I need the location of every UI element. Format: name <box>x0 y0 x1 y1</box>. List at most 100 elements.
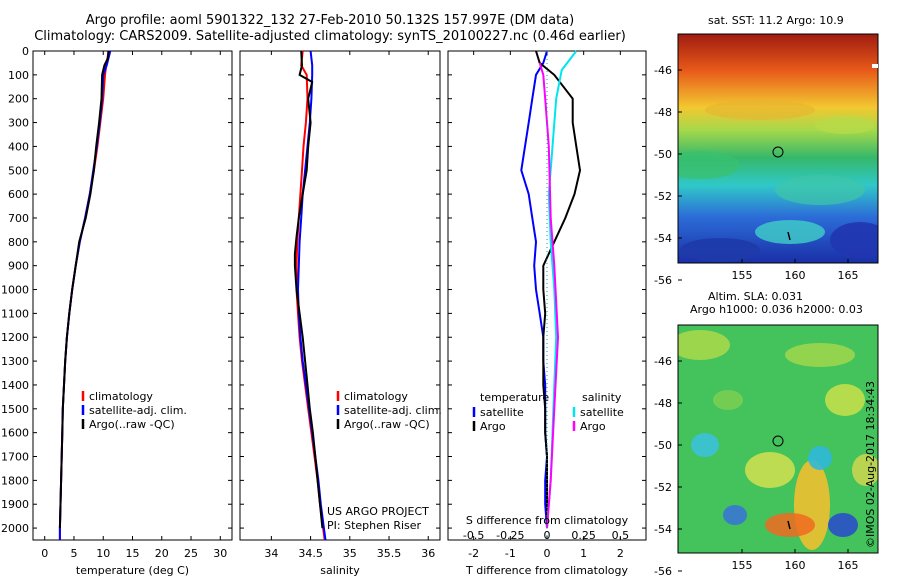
depth-tick-label: 2000 <box>1 522 29 535</box>
legend-label: satellite-adj. clim. <box>344 404 442 417</box>
depth-tick-label: 1900 <box>1 498 29 511</box>
map-lat-label: -50 <box>654 439 672 452</box>
legend-label: satellite-adj. clim. <box>89 404 187 417</box>
map-lat-label: -56 <box>654 274 672 287</box>
plot-title-line-2: Climatology: CARS2009. Satellite-adjuste… <box>34 29 626 44</box>
depth-tick-label: 1200 <box>1 331 29 344</box>
map-lat-label: -54 <box>654 523 672 536</box>
sst-map <box>677 33 879 264</box>
plot-title-line-1: Argo profile: aoml 5901322_132 27-Feb-20… <box>85 13 575 28</box>
x-tick-label: 25 <box>184 547 198 560</box>
map-lat-label: -56 <box>654 565 672 578</box>
depth-tick-label: 500 <box>8 164 29 177</box>
sst-map-title: sat. SST: 11.2 Argo: 10.9 <box>708 14 844 27</box>
depth-tick-label: 1800 <box>1 474 29 487</box>
sla-argo-track <box>787 520 791 530</box>
map-lat-label: -50 <box>654 148 672 161</box>
x-tick-label: 34.5 <box>298 547 323 560</box>
s-diff-tick-label: -0.5 <box>463 529 484 542</box>
legend-header: salinity <box>582 391 622 404</box>
imos-timestamp: ©IMOS 02-Aug-2017 18:34:43 <box>864 381 877 548</box>
legend-label: climatology <box>89 390 153 403</box>
legend-label: Argo(..raw -QC) <box>344 418 430 431</box>
map-lat-label: -48 <box>654 397 672 410</box>
depth-tick-label: 1400 <box>1 379 29 392</box>
legend-label: Argo(..raw -QC) <box>89 418 175 431</box>
map-lon-label: 165 <box>838 269 859 282</box>
x-axis-label: salinity <box>320 564 360 577</box>
depth-tick-label: 400 <box>8 140 29 153</box>
x-axis-label: temperature (deg C) <box>76 564 189 577</box>
depth-tick-label: 900 <box>8 260 29 273</box>
legend-label: Argo <box>580 420 606 433</box>
legend-header: temperature <box>480 391 549 404</box>
depth-tick-label: 300 <box>8 117 29 130</box>
depth-tick-label: 800 <box>8 236 29 249</box>
sla-map-patches <box>678 330 878 550</box>
plot-frame-1 <box>32 50 233 541</box>
s-diff-axis-label: S difference from climatology <box>466 514 629 527</box>
map-lon-label: 160 <box>785 559 806 572</box>
depth-tick-label: 200 <box>8 93 29 106</box>
x-axis-label: T difference from climatology <box>465 564 628 577</box>
map-lat-label: -48 <box>654 106 672 119</box>
sla-map <box>677 324 879 554</box>
sla-map-title-line-2: Argo h1000: 0.036 h2000: 0.03 <box>690 303 863 316</box>
map-lat-label: -46 <box>654 64 672 77</box>
map-lon-label: 165 <box>838 559 859 572</box>
series-line-salinity-argo <box>538 62 560 529</box>
map-lat-label: -46 <box>654 355 672 368</box>
series-line-temperature-argo <box>535 50 582 529</box>
x-tick-label: -2 <box>468 547 479 560</box>
s-diff-tick-label: 0.25 <box>571 529 596 542</box>
depth-tick-label: 1700 <box>1 451 29 464</box>
series-line-argo-raw-qc- <box>293 50 324 529</box>
map-lat-label: -52 <box>654 481 672 494</box>
x-tick-label: 30 <box>213 547 227 560</box>
sst-white-mark <box>872 64 878 68</box>
sst-map-patches <box>678 100 878 262</box>
depth-tick-label: 1500 <box>1 403 29 416</box>
legend-label: satellite <box>580 406 624 419</box>
x-tick-label: 15 <box>126 547 140 560</box>
sst-argo-location-marker <box>772 146 784 158</box>
depth-tick-label: 0 <box>22 45 29 58</box>
x-tick-label: 36 <box>421 547 435 560</box>
legend-label: Argo <box>480 420 506 433</box>
x-tick-label: 35 <box>343 547 357 560</box>
depth-tick-label: 100 <box>8 69 29 82</box>
panel-annotation: PI: Stephen Riser <box>327 519 422 532</box>
depth-tick-label: 1300 <box>1 355 29 368</box>
x-tick-label: 34 <box>264 547 278 560</box>
x-tick-label: 0 <box>41 547 48 560</box>
x-tick-label: 10 <box>96 547 110 560</box>
map-lat-label: -54 <box>654 232 672 245</box>
legend-label: satellite <box>480 406 524 419</box>
series-line-argo-raw-qc- <box>58 50 110 529</box>
sla-map-title-line-1: Altim. SLA: 0.031 <box>708 290 804 303</box>
s-diff-tick-label: 0.5 <box>612 529 630 542</box>
depth-tick-label: 1000 <box>1 284 29 297</box>
depth-tick-label: 1600 <box>1 427 29 440</box>
x-tick-label: -1 <box>505 547 516 560</box>
x-tick-label: 0 <box>544 547 551 560</box>
s-diff-tick-label: 0 <box>544 529 551 542</box>
sla-argo-location-marker <box>772 435 784 447</box>
x-tick-label: 1 <box>580 547 587 560</box>
x-tick-label: 2 <box>617 547 624 560</box>
panel-annotation: US ARGO PROJECT <box>327 505 429 518</box>
map-lon-label: 155 <box>732 269 753 282</box>
x-tick-label: 35.5 <box>377 547 402 560</box>
map-lat-label: -52 <box>654 190 672 203</box>
legend-label: climatology <box>344 390 408 403</box>
x-tick-label: 20 <box>155 547 169 560</box>
map-lon-label: 160 <box>785 269 806 282</box>
depth-tick-label: 1100 <box>1 307 29 320</box>
plot-frame-2 <box>239 50 441 541</box>
s-diff-tick-label: -0.25 <box>496 529 524 542</box>
depth-tick-label: 600 <box>8 188 29 201</box>
sst-argo-track <box>787 231 791 241</box>
x-tick-label: 5 <box>70 547 77 560</box>
map-lon-label: 155 <box>732 559 753 572</box>
